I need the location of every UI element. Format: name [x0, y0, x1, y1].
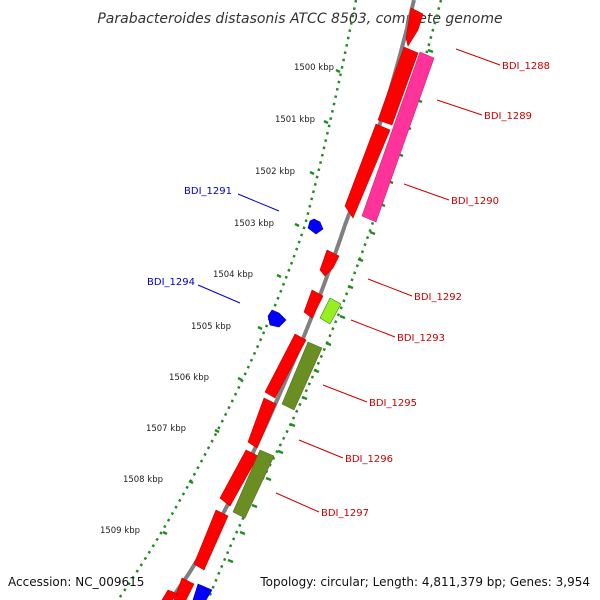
gene-bdi-1290-magenta — [361, 51, 435, 223]
gene-label-bdi-1290: BDI_1290 — [451, 196, 499, 207]
tick-label-1502: 1502 kbp — [255, 167, 295, 177]
gene-bdi-1293-lime — [319, 297, 342, 325]
inner-ruler-track — [116, 0, 358, 600]
gene-bdi-1297 — [232, 449, 275, 519]
gene-label-bdi-1296: BDI_1296 — [345, 454, 393, 465]
tick-label-1504: 1504 kbp — [213, 270, 253, 280]
genome-backbone — [168, 0, 416, 600]
gene-bottom-red-2 — [161, 589, 179, 600]
gene-bdi-1289 — [377, 46, 419, 126]
gene-lower-red — [193, 509, 229, 571]
gene-label-bdi-1295: BDI_1295 — [369, 398, 417, 409]
tick-label-1500: 1500 kbp — [294, 63, 334, 73]
gene-bottom-red — [173, 577, 195, 600]
outer-ruler-track — [206, 0, 443, 600]
gene-label-bdi-1294: BDI_1294 — [147, 277, 195, 288]
gene-label-bdi-1288: BDI_1288 — [502, 61, 550, 72]
tick-label-1505: 1505 kbp — [191, 322, 231, 332]
map-title: Parabacteroides distasonis ATCC 8503, co… — [97, 11, 502, 27]
gene-features — [161, 7, 435, 600]
gene-bdi-1296-b — [219, 449, 259, 507]
gene-label-bdi-1292: BDI_1292 — [414, 292, 462, 303]
tick-label-1506: 1506 kbp — [169, 373, 209, 383]
gene-label-bdi-1289: BDI_1289 — [484, 111, 532, 122]
gene-label-bdi-1297: BDI_1297 — [321, 508, 369, 519]
gene-bdi-1290 — [344, 123, 391, 219]
tick-label-1503: 1503 kbp — [234, 219, 274, 229]
gene-bdi-1293 — [303, 289, 324, 319]
genome-summary: Topology: circular; Length: 4,811,379 bp… — [259, 575, 590, 589]
inner-ticks — [162, 68, 341, 536]
gene-bdi-1296 — [247, 397, 277, 449]
gene-bdi-1295-olive — [281, 341, 323, 411]
inner-strand-genes — [267, 218, 324, 328]
gene-bottom-blue — [192, 583, 213, 600]
kbp-labels: 1500 kbp 1501 kbp 1502 kbp 1503 kbp 1504… — [100, 63, 334, 536]
gene-bdi-1294 — [267, 309, 287, 328]
accession-text: Accession: NC_009615 — [8, 575, 144, 589]
gene-bdi-1292 — [319, 249, 340, 277]
tick-label-1508: 1508 kbp — [123, 475, 163, 485]
gene-bdi-1291 — [307, 218, 324, 235]
label-leaders — [197, 48, 501, 513]
gene-label-bdi-1293: BDI_1293 — [397, 333, 445, 344]
gene-label-bdi-1291: BDI_1291 — [184, 186, 232, 197]
gene-labels: BDI_1288 BDI_1289 BDI_1290 BDI_1291 BDI_… — [147, 61, 550, 519]
tick-label-1501: 1501 kbp — [275, 115, 315, 125]
gene-bdi-1288 — [405, 7, 424, 47]
tick-label-1509: 1509 kbp — [100, 526, 140, 536]
gene-bdi-1295 — [264, 333, 307, 399]
tick-label-1507: 1507 kbp — [146, 424, 186, 434]
